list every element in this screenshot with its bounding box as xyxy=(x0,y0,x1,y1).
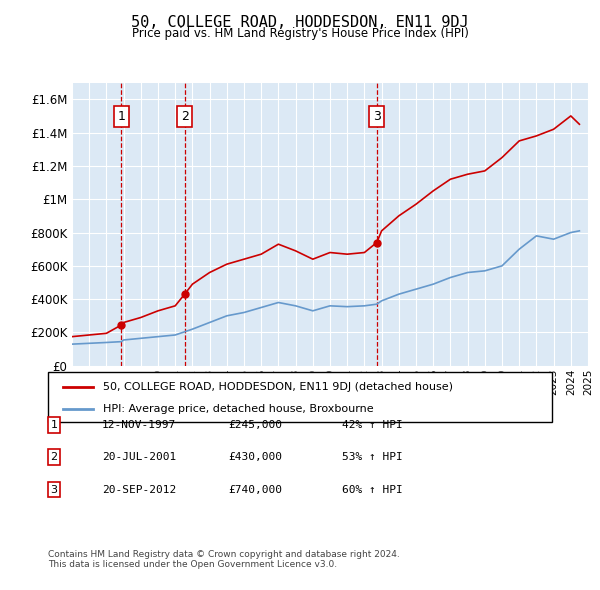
Text: 1: 1 xyxy=(50,420,58,430)
Text: 53% ↑ HPI: 53% ↑ HPI xyxy=(342,453,403,462)
Text: Contains HM Land Registry data © Crown copyright and database right 2024.
This d: Contains HM Land Registry data © Crown c… xyxy=(48,550,400,569)
Text: HPI: Average price, detached house, Broxbourne: HPI: Average price, detached house, Brox… xyxy=(103,404,374,414)
Text: 12-NOV-1997: 12-NOV-1997 xyxy=(102,420,176,430)
Text: £740,000: £740,000 xyxy=(228,485,282,494)
Text: 2: 2 xyxy=(181,110,188,123)
Text: 50, COLLEGE ROAD, HODDESDON, EN11 9DJ (detached house): 50, COLLEGE ROAD, HODDESDON, EN11 9DJ (d… xyxy=(103,382,454,392)
Text: Price paid vs. HM Land Registry's House Price Index (HPI): Price paid vs. HM Land Registry's House … xyxy=(131,27,469,40)
Text: 2: 2 xyxy=(50,453,58,462)
Text: 3: 3 xyxy=(50,485,58,494)
Text: £245,000: £245,000 xyxy=(228,420,282,430)
Text: 42% ↑ HPI: 42% ↑ HPI xyxy=(342,420,403,430)
Text: 20-JUL-2001: 20-JUL-2001 xyxy=(102,453,176,462)
Text: 20-SEP-2012: 20-SEP-2012 xyxy=(102,485,176,494)
Text: 50, COLLEGE ROAD, HODDESDON, EN11 9DJ: 50, COLLEGE ROAD, HODDESDON, EN11 9DJ xyxy=(131,15,469,30)
FancyBboxPatch shape xyxy=(48,372,552,422)
Text: £430,000: £430,000 xyxy=(228,453,282,462)
Text: 3: 3 xyxy=(373,110,380,123)
Text: 1: 1 xyxy=(118,110,125,123)
Text: 60% ↑ HPI: 60% ↑ HPI xyxy=(342,485,403,494)
